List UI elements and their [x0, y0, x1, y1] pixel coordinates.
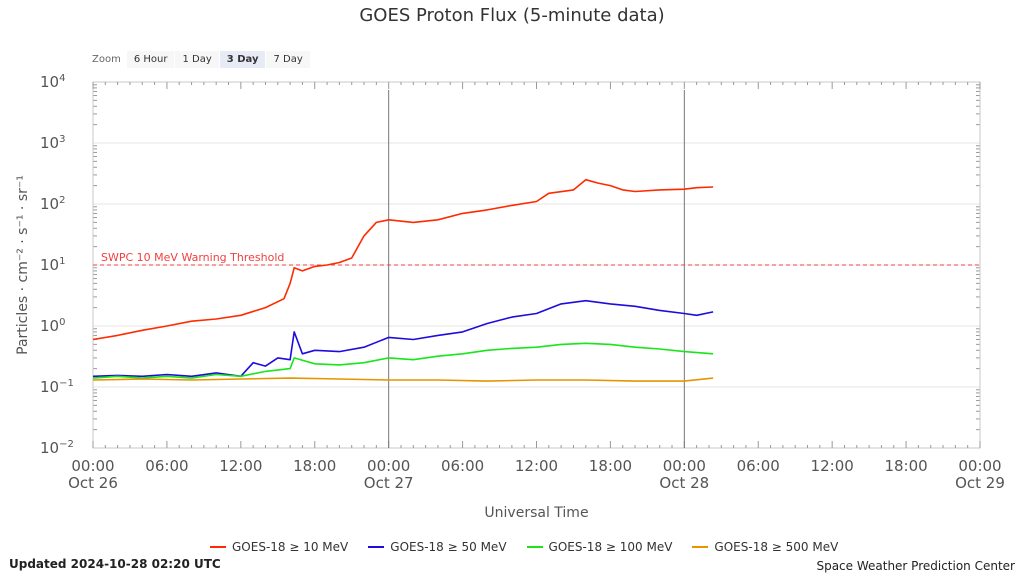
x-tick-date-label: Oct 26: [68, 474, 118, 492]
legend-item-10mev[interactable]: GOES-18 ≥ 10 MeV: [210, 540, 348, 554]
x-tick-label: 12:00: [811, 457, 854, 475]
legend: GOES-18 ≥ 10 MeV GOES-18 ≥ 50 MeV GOES-1…: [210, 540, 858, 554]
zoom-7-day-button[interactable]: 7 Day: [266, 50, 310, 68]
legend-swatch-500mev: [692, 546, 709, 548]
y-axis-title: Particles · cm⁻² · s⁻¹ · sr⁻¹: [15, 175, 31, 355]
chart-title: GOES Proton Flux (5-minute data): [359, 5, 665, 26]
y-tick-label: 101: [40, 256, 65, 274]
x-tick-label: 18:00: [884, 457, 927, 475]
x-tick-label: 18:00: [589, 457, 632, 475]
zoom-3-day-button[interactable]: 3 Day: [219, 50, 266, 68]
legend-label-10mev: GOES-18 ≥ 10 MeV: [232, 540, 349, 554]
x-tick-date-label: Oct 28: [659, 474, 709, 492]
credit-label: Space Weather Prediction Center: [816, 559, 1015, 573]
x-tick-label: 12:00: [515, 457, 558, 475]
legend-label-50mev: GOES-18 ≥ 50 MeV: [390, 540, 507, 554]
x-tick-label: 18:00: [293, 457, 336, 475]
x-axis-title: Universal Time: [484, 505, 588, 521]
x-tick-label: 00:00: [367, 457, 410, 475]
series-line-0: [92, 178, 714, 341]
y-tick-label: 104: [40, 73, 65, 91]
legend-swatch-50mev: [368, 546, 385, 548]
series-line-1: [92, 299, 714, 378]
x-tick-label: 00:00: [663, 457, 706, 475]
x-tick-label: 00:00: [71, 457, 114, 475]
legend-item-500mev[interactable]: GOES-18 ≥ 500 MeV: [692, 540, 838, 554]
y-tick-label: 10−1: [40, 378, 74, 396]
legend-item-100mev[interactable]: GOES-18 ≥ 100 MeV: [526, 540, 673, 554]
zoom-1-day-button[interactable]: 1 Day: [175, 50, 219, 68]
legend-item-50mev[interactable]: GOES-18 ≥ 50 MeV: [368, 540, 507, 554]
zoom-6-hour-button[interactable]: 6 Hour: [126, 50, 175, 68]
y-tick-label: 100: [40, 317, 65, 335]
threshold-label: SWPC 10 MeV Warning Threshold: [101, 251, 284, 264]
series-line-2: [92, 342, 714, 379]
legend-swatch-100mev: [526, 546, 543, 548]
x-tick-label: 06:00: [145, 457, 188, 475]
x-tick-date-label: Oct 29: [955, 474, 1005, 492]
x-tick-date-label: Oct 27: [364, 474, 414, 492]
y-tick-label: 10−2: [40, 439, 74, 457]
zoom-label: Zoom: [92, 53, 121, 65]
x-tick-label: 06:00: [441, 457, 484, 475]
series-line-3: [92, 377, 714, 382]
x-tick-label: 12:00: [219, 457, 262, 475]
y-tick-label: 102: [40, 195, 65, 213]
x-tick-label: 06:00: [737, 457, 780, 475]
y-tick-label: 103: [40, 134, 65, 152]
legend-swatch-10mev: [210, 546, 226, 548]
legend-label-500mev: GOES-18 ≥ 500 MeV: [714, 540, 839, 554]
legend-label-100mev: GOES-18 ≥ 100 MeV: [548, 540, 673, 554]
zoom-bar: Zoom 6 Hour 1 Day 3 Day 7 Day: [92, 49, 311, 69]
x-tick-label: 00:00: [958, 457, 1001, 475]
updated-timestamp: Updated 2024-10-28 02:20 UTC: [9, 557, 221, 571]
